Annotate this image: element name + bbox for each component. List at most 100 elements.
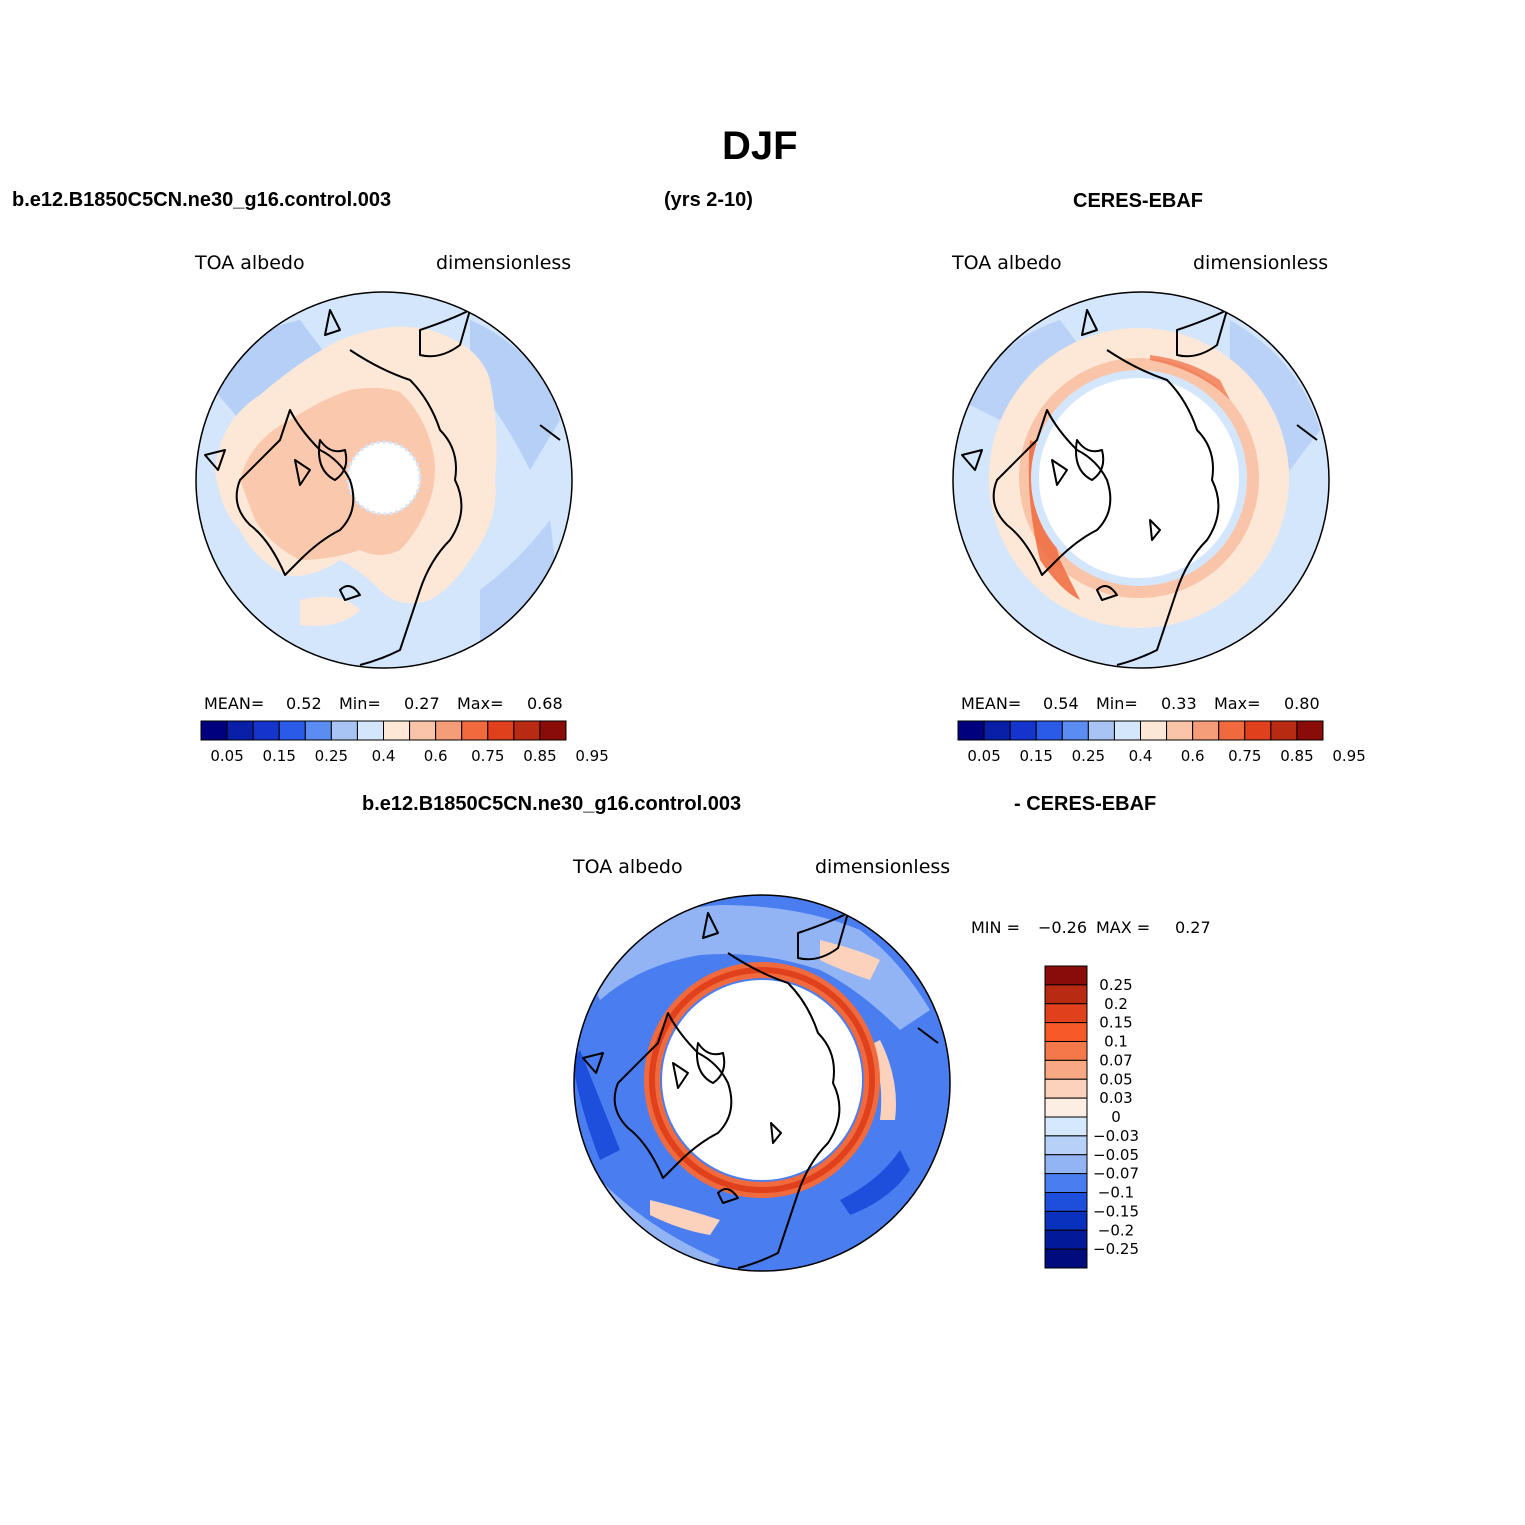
model-colorbar-swatch: [330, 720, 358, 741]
model-colorbar-swatch: [200, 720, 228, 741]
obs-min-value: 0.33: [1161, 694, 1197, 713]
diff-colorbar-swatch: [1044, 1173, 1088, 1193]
model-variable-label: TOA albedo: [195, 252, 305, 274]
diff-colorbar-tick-label: 0.25: [1099, 976, 1132, 994]
diff-variable-label: TOA albedo: [573, 856, 683, 878]
diff-colorbar-swatch: [1044, 1078, 1088, 1099]
obs-polar-map: [952, 291, 1330, 669]
diff-polar-map: [573, 894, 951, 1272]
obs-mean-label: MEAN=: [961, 694, 1022, 713]
diff-colorbar-tick-label: 0.2: [1104, 995, 1128, 1013]
obs-colorbar-tick-label: 0.25: [1072, 747, 1105, 765]
obs-max-value: 0.80: [1284, 694, 1320, 713]
diff-colorbar-swatch: [1044, 1059, 1088, 1080]
diff-colorbar-tick-label: −0.05: [1093, 1146, 1139, 1164]
diff-colorbar-swatch: [1044, 1229, 1088, 1250]
obs-units-label: dimensionless: [1193, 252, 1329, 274]
diff-max-value: 0.27: [1175, 918, 1211, 937]
model-colorbar-swatch: [539, 720, 567, 741]
diff-colorbar-swatch: [1044, 1116, 1088, 1137]
diff-header-right: - CERES-EBAF: [1014, 793, 1157, 815]
model-colorbar-tick-label: 0.85: [523, 747, 556, 765]
obs-colorbar-swatch: [1087, 720, 1115, 741]
diff-colorbar-swatch: [1044, 984, 1088, 1005]
model-colorbar-swatch: [513, 720, 541, 741]
obs-colorbar-swatch: [1035, 720, 1063, 741]
diff-colorbar-tick-label: 0.15: [1099, 1014, 1132, 1032]
model-colorbar-tick-label: 0.6: [424, 747, 448, 765]
diff-colorbar-tick-label: −0.15: [1093, 1202, 1139, 1220]
obs-colorbar-tick-label: 0.85: [1280, 747, 1313, 765]
diff-colorbar-tick-label: 0: [1111, 1108, 1121, 1126]
diff-max-label: MAX =: [1096, 918, 1151, 937]
diff-colorbar-swatch: [1044, 1154, 1088, 1175]
diff-colorbar-tick-label: −0.07: [1093, 1165, 1139, 1183]
obs-colorbar-swatch: [1166, 720, 1194, 741]
model-colorbar-tick-label: 0.95: [575, 747, 608, 765]
diff-colorbar-swatch: [1044, 1248, 1088, 1269]
obs-mean-value: 0.54: [1043, 694, 1079, 713]
obs-colorbar-tick-label: 0.05: [967, 747, 1000, 765]
model-header-years: (yrs 2-10): [664, 189, 753, 211]
obs-colorbar-swatch: [1270, 720, 1298, 741]
obs-colorbar-swatch: [983, 720, 1011, 741]
obs-colorbar-swatch: [957, 720, 985, 741]
model-colorbar-swatch: [461, 720, 489, 741]
model-colorbar-swatch: [356, 720, 384, 741]
model-colorbar-swatch: [409, 720, 437, 741]
diff-min-value: −0.26: [1038, 918, 1088, 937]
obs-colorbar-tick-label: 0.15: [1020, 747, 1053, 765]
obs-min-label: Min=: [1096, 694, 1138, 713]
model-colorbar-swatch: [278, 720, 306, 741]
model-colorbar-tick-label: 0.05: [210, 747, 243, 765]
diff-units-label: dimensionless: [815, 856, 951, 878]
obs-colorbar-swatch: [1192, 720, 1220, 741]
obs-colorbar-swatch: [1140, 720, 1168, 741]
obs-colorbar-swatch: [1061, 720, 1089, 741]
diff-colorbar-tick-label: 0.1: [1104, 1033, 1128, 1051]
obs-colorbar-swatch: [1244, 720, 1272, 741]
diff-colorbar-tick-label: 0.03: [1099, 1089, 1132, 1107]
diff-colorbar-swatch: [1044, 1022, 1088, 1042]
diff-min-label: MIN =: [971, 918, 1020, 937]
model-header-left: b.e12.B1850C5CN.ne30_g16.control.003: [12, 189, 392, 211]
obs-header: CERES-EBAF: [1073, 190, 1204, 212]
diff-colorbar-swatch: [1044, 965, 1088, 986]
model-min-value: 0.27: [404, 694, 440, 713]
diff-colorbar-swatch: [1044, 1097, 1088, 1118]
model-colorbar-swatch: [487, 720, 515, 741]
diff-colorbar: 0.250.20.150.10.070.050.030−0.03−0.05−0.…: [1044, 965, 1139, 1269]
model-mean-label: MEAN=: [204, 694, 265, 713]
model-colorbar-tick-label: 0.25: [315, 747, 348, 765]
model-colorbar-tick-label: 0.15: [263, 747, 296, 765]
obs-colorbar-swatch: [1009, 720, 1037, 741]
diff-colorbar-swatch: [1044, 1003, 1088, 1024]
diff-colorbar-swatch: [1044, 1192, 1088, 1212]
diff-colorbar-swatch: [1044, 1135, 1088, 1156]
obs-colorbar-swatch: [1218, 720, 1246, 741]
model-colorbar-swatch: [226, 720, 254, 741]
obs-variable-label: TOA albedo: [952, 252, 1062, 274]
obs-colorbar-tick-label: 0.95: [1332, 747, 1365, 765]
model-colorbar-tick-label: 0.4: [372, 747, 396, 765]
model-colorbar: 0.05 0.15 0.25 0.4 0.6 0.75 0.85 0.95: [200, 720, 609, 765]
obs-colorbar-tick-label: 0.75: [1228, 747, 1261, 765]
diff-colorbar-tick-label: −0.03: [1093, 1127, 1139, 1145]
model-units-label: dimensionless: [436, 252, 572, 274]
model-mean-value: 0.52: [286, 694, 322, 713]
model-max-value: 0.68: [527, 694, 563, 713]
obs-max-label: Max=: [1214, 694, 1261, 713]
diff-header-left: b.e12.B1850C5CN.ne30_g16.control.003: [362, 793, 742, 815]
diff-colorbar-tick-label: −0.2: [1098, 1221, 1134, 1239]
model-colorbar-swatch: [252, 720, 280, 741]
obs-colorbar-swatch: [1113, 720, 1142, 741]
model-colorbar-swatch: [435, 720, 463, 741]
obs-colorbar: 0.05 0.15 0.25 0.4 0.6 0.75 0.85 0.95: [957, 720, 1366, 765]
diff-colorbar-tick-label: −0.25: [1093, 1240, 1139, 1258]
model-colorbar-swatch: [383, 720, 411, 741]
model-colorbar-tick-label: 0.75: [471, 747, 504, 765]
obs-colorbar-swatch: [1296, 720, 1324, 741]
diff-colorbar-tick-label: 0.05: [1099, 1070, 1132, 1088]
diff-colorbar-tick-label: −0.1: [1098, 1184, 1134, 1202]
